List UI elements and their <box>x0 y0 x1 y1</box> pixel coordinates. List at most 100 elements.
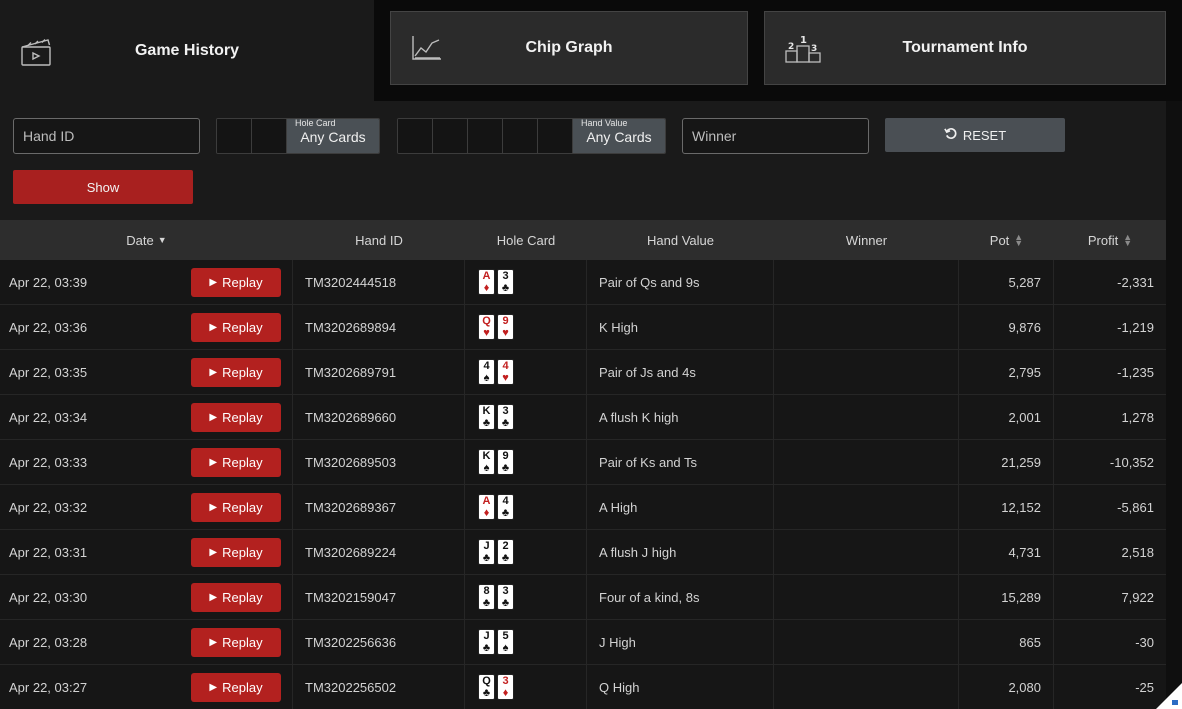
hand-id-text: TM3202689894 <box>305 319 397 335</box>
hand-id-cell: TM3202159047 <box>293 574 465 620</box>
winner-cell <box>774 394 959 440</box>
replay-button[interactable]: ▶ Replay <box>191 537 281 567</box>
table-row[interactable]: Apr 22, 03:36 ▶ Replay TM3202689894 Q ♥ 9 ♥ K Hi… <box>0 304 1166 350</box>
hand-value-slot[interactable] <box>538 119 573 153</box>
hand-value-slot[interactable] <box>468 119 503 153</box>
hole-card-cell: K ♠ 9 ♣ <box>465 439 587 485</box>
hand-value-slot[interactable] <box>398 119 433 153</box>
hand-value-slot[interactable] <box>503 119 538 153</box>
hand-id-cell: TM3202689367 <box>293 484 465 530</box>
card-rank: K <box>482 450 491 462</box>
hand-value-text: Q High <box>599 679 640 695</box>
table-row[interactable]: Apr 22, 03:32 ▶ Replay TM3202689367 A ♦ 4 ♣ A Hi… <box>0 484 1166 530</box>
hole-cards: J ♣ 5 ♠ <box>478 629 514 655</box>
card-suit-icon: ♥ <box>502 327 509 339</box>
replay-button[interactable]: ▶ Replay <box>191 402 281 432</box>
reset-button[interactable]: RESET <box>885 118 1065 152</box>
card-suit-icon: ♣ <box>501 507 510 519</box>
hand-value-cell: Q High <box>587 664 774 709</box>
winner-cell <box>774 259 959 305</box>
date-cell: Apr 22, 03:36 <box>0 305 180 350</box>
replay-button[interactable]: ▶ Replay <box>191 357 281 387</box>
profit-text: -10,352 <box>1109 454 1154 470</box>
card-rank: 3 <box>502 585 509 597</box>
table-row[interactable]: Apr 22, 03:35 ▶ Replay TM3202689791 4 ♠ 4 ♥ Pair… <box>0 349 1166 395</box>
header-pot[interactable]: Pot ▲ ▼ <box>959 220 1054 260</box>
date-cell: Apr 22, 03:32 <box>0 485 180 530</box>
hand-id-cell: TM3202689224 <box>293 529 465 575</box>
table-row[interactable]: Apr 22, 03:39 ▶ Replay TM3202444518 A ♦ 3 ♣ Pair… <box>0 259 1166 305</box>
replay-button[interactable]: ▶ Replay <box>191 582 281 612</box>
hand-value-cell: Four of a kind, 8s <box>587 574 774 620</box>
card-suit-icon: ♣ <box>501 282 510 294</box>
show-label: Show <box>86 179 120 195</box>
hand-value-cell: K High <box>587 304 774 350</box>
winner-cell <box>774 664 959 709</box>
table-row[interactable]: Apr 22, 03:28 ▶ Replay TM3202256636 J ♣ 5 ♠ J Hi… <box>0 619 1166 665</box>
hand-value-select[interactable]: Hand Value Any Cards <box>573 119 665 153</box>
playing-card: Q ♣ <box>478 674 495 700</box>
table-row[interactable]: Apr 22, 03:30 ▶ Replay TM3202159047 8 ♣ 3 ♣ Four… <box>0 574 1166 620</box>
card-rank: 9 <box>502 450 509 462</box>
profit-text: -30 <box>1135 634 1154 650</box>
hole-card-slot[interactable] <box>217 119 252 153</box>
date-cell: Apr 22, 03:39 <box>0 260 180 305</box>
hand-value-slot[interactable] <box>433 119 468 153</box>
corner-badge-icon[interactable] <box>1156 683 1182 709</box>
hole-card-filter[interactable]: Hole Card Any Cards <box>216 118 380 154</box>
show-button[interactable]: Show <box>13 170 193 204</box>
replay-button[interactable]: ▶ Replay <box>191 672 281 702</box>
profit-cell: -5,861 <box>1054 485 1166 530</box>
replay-button[interactable]: ▶ Replay <box>191 312 281 342</box>
hand-id-input[interactable]: Hand ID <box>13 118 200 154</box>
hole-card-slot[interactable] <box>252 119 287 153</box>
hand-value-label: Hand Value <box>581 118 628 128</box>
winner-cell <box>774 349 959 395</box>
table-row[interactable]: Apr 22, 03:34 ▶ Replay TM3202689660 K ♣ 3 ♣ A fl… <box>0 394 1166 440</box>
pot-text: 5,287 <box>1008 274 1041 290</box>
hole-card-cell: Q ♥ 9 ♥ <box>465 304 587 350</box>
table-row[interactable]: Apr 22, 03:27 ▶ Replay TM3202256502 Q ♣ 3 ♦ Q Hi… <box>0 664 1166 709</box>
card-suit-icon: ♠ <box>483 462 490 474</box>
replay-button[interactable]: ▶ Replay <box>191 627 281 657</box>
table-row[interactable]: Apr 22, 03:33 ▶ Replay TM3202689503 K ♠ 9 ♣ Pair… <box>0 439 1166 485</box>
tab-chip-graph[interactable]: Chip Graph <box>390 11 748 85</box>
winner-cell <box>774 619 959 665</box>
header-profit[interactable]: Profit ▲ ▼ <box>1054 220 1166 260</box>
tab-tournament-info[interactable]: 1 2 3 Tournament Info <box>764 11 1166 85</box>
replay-button[interactable]: ▶ Replay <box>191 492 281 522</box>
hole-card-select[interactable]: Hole Card Any Cards <box>287 119 379 153</box>
table-row[interactable]: Apr 22, 03:31 ▶ Replay TM3202689224 J ♣ 2 ♣ A fl… <box>0 529 1166 575</box>
hand-id-cell: TM3202256636 <box>293 619 465 665</box>
tab-game-history[interactable]: Game History <box>0 0 374 101</box>
replay-label: Replay <box>222 679 263 695</box>
date-text: Apr 22, 03:33 <box>9 454 88 470</box>
replay-cell: ▶ Replay <box>180 529 293 575</box>
date-cell: Apr 22, 03:33 <box>0 440 180 485</box>
pot-text: 2,080 <box>1008 679 1041 695</box>
replay-label: Replay <box>222 589 263 605</box>
card-rank: A <box>482 495 491 507</box>
hand-value-filter[interactable]: Hand Value Any Cards <box>397 118 666 154</box>
line-chart-icon <box>411 32 443 64</box>
reset-label: RESET <box>962 127 1007 143</box>
winner-cell <box>774 304 959 350</box>
winner-input[interactable]: Winner <box>682 118 869 154</box>
pot-cell: 2,080 <box>959 664 1054 709</box>
date-cell: Apr 22, 03:34 <box>0 395 180 440</box>
hand-id-text: TM3202159047 <box>305 589 397 605</box>
replay-button[interactable]: ▶ Replay <box>191 447 281 477</box>
header-date-label: Date <box>126 232 154 248</box>
card-suit-icon: ♣ <box>501 552 510 564</box>
pot-cell: 2,001 <box>959 394 1054 440</box>
hand-id-text: TM3202689791 <box>305 364 397 380</box>
hole-card-cell: A ♦ 3 ♣ <box>465 259 587 305</box>
hole-cards: K ♠ 9 ♣ <box>478 449 514 475</box>
replay-button[interactable]: ▶ Replay <box>191 267 281 297</box>
hand-id-text: TM3202444518 <box>305 274 397 290</box>
profit-cell: -2,331 <box>1054 260 1166 305</box>
play-icon: ▶ <box>209 321 218 333</box>
replay-label: Replay <box>222 274 263 290</box>
hand-value-cell: Pair of Ks and Ts <box>587 439 774 485</box>
header-date[interactable]: Date ▼ <box>0 220 293 260</box>
